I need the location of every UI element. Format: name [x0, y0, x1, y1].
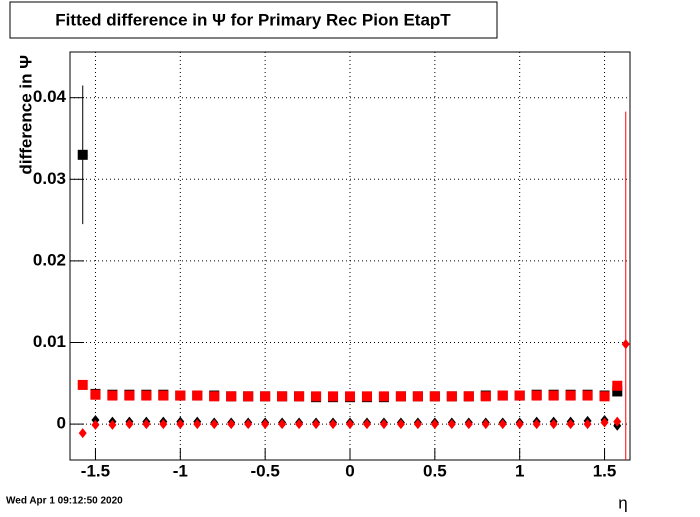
x-tick-label: 0 [345, 461, 354, 480]
point [429, 391, 440, 402]
point [412, 391, 423, 402]
point [261, 419, 270, 430]
point [362, 419, 371, 430]
point [514, 390, 525, 401]
point [78, 428, 87, 439]
point [463, 391, 474, 402]
point [226, 391, 237, 402]
point [345, 391, 355, 402]
point [125, 419, 134, 430]
point [244, 419, 253, 430]
point [142, 419, 151, 430]
point [464, 419, 473, 430]
point [209, 391, 220, 402]
point [278, 419, 287, 430]
x-axis-label: η [618, 493, 627, 512]
y-tick-label: 0.04 [33, 87, 67, 106]
point [243, 391, 254, 402]
point [346, 419, 354, 430]
point [515, 419, 524, 430]
point [210, 419, 219, 430]
point [498, 419, 507, 430]
point [599, 391, 610, 402]
point [395, 391, 406, 402]
point [497, 390, 508, 401]
point [90, 389, 101, 400]
y-axis-label: difference in Ψ [16, 55, 35, 175]
y-tick-label: 0.02 [33, 250, 66, 269]
y-tick-label: 0 [57, 414, 66, 433]
point [328, 391, 339, 402]
x-tick-label: 0.5 [423, 461, 447, 480]
point [480, 391, 491, 402]
point [566, 419, 575, 430]
point [312, 419, 321, 430]
x-tick-label: -0.5 [251, 461, 280, 480]
point [277, 391, 288, 402]
point [548, 390, 559, 401]
point [612, 380, 623, 391]
point [158, 390, 169, 401]
x-tick-label: 1 [515, 461, 524, 480]
point [583, 419, 592, 430]
point [361, 391, 372, 402]
point [582, 390, 593, 401]
point [532, 419, 541, 430]
point [378, 391, 389, 402]
point [295, 419, 304, 430]
point [107, 390, 118, 401]
point [481, 419, 490, 430]
point [77, 149, 88, 160]
point [294, 391, 305, 402]
point [124, 390, 135, 401]
point [192, 390, 203, 401]
point [612, 386, 623, 397]
point [176, 419, 185, 430]
y-tick-label: 0.01 [33, 332, 66, 351]
x-tick-label: -1.5 [81, 461, 110, 480]
point [91, 419, 100, 430]
point [311, 391, 322, 402]
point [549, 419, 558, 430]
timestamp: Wed Apr 1 09:12:50 2020 [6, 496, 123, 507]
title-box [9, 1, 498, 39]
chart-title: Fitted difference in Ψ for Primary Rec P… [55, 10, 451, 29]
point [108, 419, 117, 430]
point [159, 419, 168, 430]
point [329, 419, 338, 430]
x-tick-label: -1 [173, 461, 188, 480]
point [175, 390, 186, 401]
x-tick-label: 1.5 [593, 461, 617, 480]
point [396, 419, 405, 430]
point [446, 391, 457, 402]
point [379, 419, 388, 430]
point [193, 419, 202, 430]
point [77, 379, 88, 390]
point [260, 391, 271, 402]
y-tick-label: 0.03 [33, 169, 66, 188]
point [621, 339, 630, 350]
point [447, 419, 456, 430]
point [531, 390, 542, 401]
point [613, 416, 622, 427]
point [413, 419, 422, 430]
point [227, 419, 236, 430]
point [565, 390, 576, 401]
point [600, 417, 609, 428]
point [141, 390, 152, 401]
point [430, 419, 439, 430]
